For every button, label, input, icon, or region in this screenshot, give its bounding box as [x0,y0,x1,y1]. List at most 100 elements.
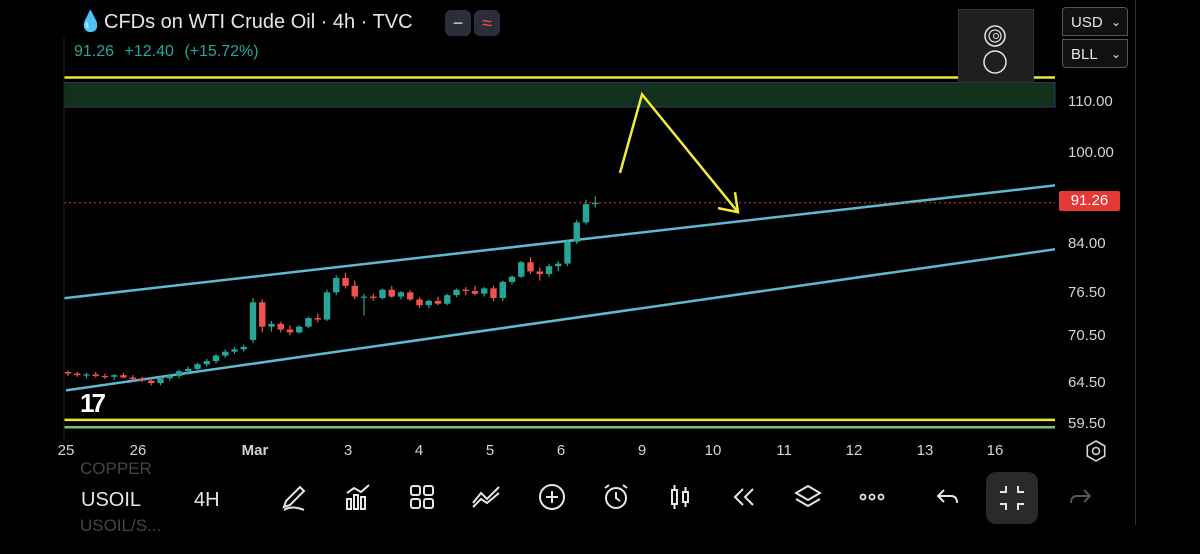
unit-select[interactable]: BLL ⌄ [1062,39,1128,68]
spiral-logo-icon [983,25,1007,74]
candle-body [379,289,386,299]
drawing-pen-icon[interactable] [278,481,310,513]
currency-select[interactable]: USD ⌄ [1062,7,1128,36]
candle-body [333,277,340,293]
x-axis-label: 10 [704,442,722,459]
candle-body [582,204,590,223]
change-percent: (+15.72%) [184,43,259,60]
candle-body [138,379,146,381]
chevron-down-icon: ⌄ [1110,15,1121,29]
candle-body [351,285,358,297]
change-value: +12.40 [124,43,174,60]
add-plus-icon[interactable] [536,481,568,513]
interval-button[interactable]: 4H [194,489,220,511]
replay-rewind-icon[interactable] [728,481,760,513]
quote-line: 91.26 +12.40 (+15.72%) [74,43,265,61]
more-options-icon[interactable] [856,481,888,513]
background-symbol-ghost: COPPER [80,459,152,478]
candle-body [148,380,155,383]
symbol-button[interactable]: USOIL [81,489,142,511]
candle-body [527,262,534,272]
chevron-down-icon: ⌄ [1110,47,1121,61]
x-axis-label: 4 [414,442,424,459]
candle-body [397,292,405,297]
collapse-legend-button[interactable]: − [445,10,471,36]
y-axis-label: 84.00 [1068,235,1106,252]
candle-body [64,372,72,374]
candle-body [564,241,571,264]
layout-grid-icon[interactable] [406,481,438,513]
x-axis-label: Mar [241,442,269,459]
candle-body [305,318,312,327]
fullscreen-exit-button[interactable] [986,472,1038,524]
candle-body [92,374,99,376]
candle-body [425,300,432,306]
candle-body [231,349,238,352]
candle-body [268,323,275,327]
tradingview-logo-icon: 17 [80,388,106,418]
x-axis-label: 11 [776,442,792,459]
background-symbol-ghost: USOIL/S... [80,516,162,535]
candle-body [370,296,377,299]
indicators-icon[interactable] [342,481,374,513]
candle-body [360,296,368,298]
chart-title[interactable]: 💧CFDs on WTI Crude Oil · 4h · TVC [78,9,413,34]
candle-body [481,288,488,294]
indicator-toggle-button[interactable]: ≈ [474,10,500,36]
candle-body [129,377,136,380]
undo-icon[interactable] [932,481,964,513]
candle-body [240,346,247,350]
x-axis-label: 9 [637,442,647,459]
x-axis-label: 12 [845,442,863,459]
candle-body [222,351,229,356]
x-axis-label: 6 [556,442,566,459]
settings-gear-icon[interactable] [1085,440,1107,462]
candle-body [157,378,164,383]
collapse-fullscreen-icon [1000,486,1024,510]
projection-arrow-head [717,191,740,214]
candle-body [490,288,497,299]
compare-symbols-icon[interactable] [470,481,502,513]
candlestick-style-icon[interactable] [664,481,696,513]
candle-body [416,299,423,306]
candle-body [453,289,460,296]
watermark-logo [958,9,1034,83]
candle-body [555,263,562,267]
candle-body [314,318,321,320]
oil-drop-icon: 💧 [78,11,103,33]
current-price-tag: 91.26 [1059,191,1120,211]
candle-body [296,326,303,333]
candle-body [462,289,469,292]
channel-upper-line [64,184,1055,300]
candle-body [388,289,395,297]
candle-body [508,276,516,282]
candle-body [444,295,451,304]
candle-body [259,302,266,327]
candle-body [166,375,173,379]
redo-icon[interactable] [1064,481,1096,513]
candle-body [286,329,294,333]
candle-body [111,375,118,377]
candle-body [536,271,543,275]
panel-divider [1135,0,1136,525]
x-axis-label: 26 [129,442,147,459]
layers-icon[interactable] [792,481,824,513]
channel-lower-line [65,248,1055,392]
candle-body [249,302,257,340]
candle-body [592,202,599,205]
candle-body [212,355,220,362]
alarm-clock-icon[interactable] [600,481,632,513]
candle-body [323,292,331,320]
y-axis-label: 76.50 [1068,284,1106,301]
y-axis-label: 110.00 [1068,93,1113,110]
y-axis-label: 59.50 [1068,415,1106,432]
last-price: 91.26 [74,43,115,60]
candle-body [518,262,525,277]
y-axis-label: 100.00 [1068,144,1114,161]
candle-body [342,277,349,286]
candle-body [101,375,109,378]
candle-body [74,373,81,376]
bottom-toolbar: USOIL 4H [66,467,1136,527]
y-axis-label: 70.50 [1068,327,1106,344]
